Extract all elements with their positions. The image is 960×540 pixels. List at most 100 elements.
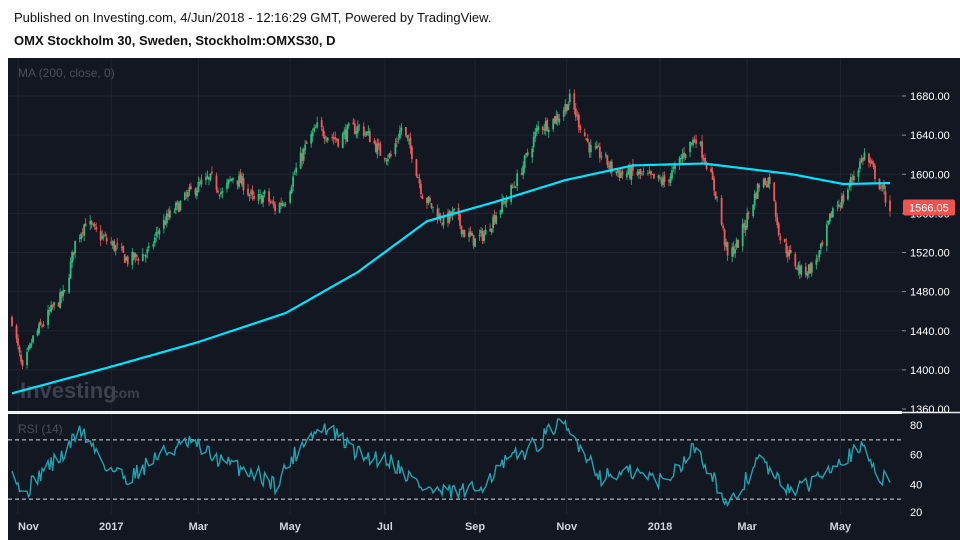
candle bbox=[68, 273, 71, 294]
candle bbox=[311, 128, 314, 143]
candle bbox=[368, 128, 371, 143]
candle bbox=[735, 237, 738, 250]
price-axis[interactable]: 1680.001640.001600.001560.001520.001480.… bbox=[902, 91, 950, 416]
candle bbox=[168, 206, 171, 221]
candle bbox=[113, 239, 116, 252]
candle bbox=[468, 227, 470, 242]
candle bbox=[323, 130, 326, 145]
candle bbox=[89, 215, 92, 231]
candle bbox=[595, 140, 598, 150]
candle bbox=[483, 230, 485, 244]
chart-title: OMX Stockholm 30, Sweden, Stockholm:OMXS… bbox=[14, 33, 336, 48]
candle bbox=[38, 321, 40, 336]
candle bbox=[32, 335, 34, 345]
candle bbox=[836, 200, 839, 212]
candle bbox=[238, 171, 240, 189]
candle bbox=[544, 117, 547, 136]
candle bbox=[448, 209, 451, 225]
candle bbox=[344, 123, 347, 145]
candle bbox=[95, 222, 98, 233]
candle bbox=[726, 241, 729, 261]
candle bbox=[734, 243, 737, 259]
price-tick-label: 1440.00 bbox=[910, 326, 950, 338]
candle bbox=[713, 175, 715, 196]
candle bbox=[758, 182, 761, 192]
candle bbox=[663, 171, 666, 188]
candle bbox=[543, 123, 546, 135]
candle bbox=[555, 110, 558, 125]
candle bbox=[753, 189, 756, 210]
candle bbox=[59, 288, 62, 309]
candle bbox=[880, 182, 882, 192]
time-tick-label: Mar bbox=[737, 521, 757, 533]
candle bbox=[346, 124, 349, 142]
candle bbox=[247, 183, 249, 197]
candle bbox=[460, 225, 463, 238]
candle bbox=[484, 224, 487, 235]
candle bbox=[785, 238, 788, 258]
candle bbox=[840, 192, 843, 209]
candle bbox=[453, 208, 455, 213]
candle bbox=[325, 136, 328, 143]
candle bbox=[253, 191, 255, 201]
price-tick-label: 1480.00 bbox=[910, 287, 950, 299]
candle bbox=[597, 143, 600, 148]
candle bbox=[26, 348, 28, 369]
candle bbox=[659, 174, 661, 181]
candle bbox=[534, 127, 537, 143]
candle bbox=[683, 146, 685, 162]
candle bbox=[394, 138, 397, 157]
candle bbox=[714, 191, 717, 200]
candle bbox=[565, 103, 568, 115]
candle bbox=[469, 226, 472, 238]
candle bbox=[800, 264, 803, 278]
candle bbox=[30, 338, 33, 348]
candle bbox=[776, 213, 779, 229]
candle bbox=[164, 216, 167, 226]
candle bbox=[388, 152, 391, 159]
candle bbox=[206, 170, 209, 180]
candle bbox=[693, 135, 696, 143]
candle bbox=[429, 195, 431, 204]
candle bbox=[815, 254, 818, 270]
candle bbox=[768, 173, 771, 190]
candle bbox=[626, 170, 628, 180]
candle bbox=[47, 304, 49, 329]
candle bbox=[167, 208, 170, 220]
candle bbox=[641, 171, 643, 177]
candle bbox=[668, 179, 670, 187]
candle bbox=[156, 226, 159, 239]
time-axis[interactable]: Nov 2017 Mar May Jul Sep Nov 2018 Mar May bbox=[18, 521, 852, 533]
candle bbox=[638, 168, 640, 179]
candle bbox=[421, 193, 424, 200]
watermark-brand: Investing bbox=[20, 378, 117, 403]
candle bbox=[322, 125, 325, 139]
candle bbox=[842, 190, 845, 205]
candle bbox=[386, 154, 389, 166]
candle bbox=[90, 219, 93, 229]
time-tick-label: May bbox=[279, 521, 301, 533]
candle bbox=[606, 155, 609, 169]
candle bbox=[408, 134, 410, 145]
candle bbox=[541, 125, 544, 135]
candle bbox=[684, 153, 687, 160]
candle bbox=[111, 240, 114, 249]
rsi-axis[interactable]: 80 60 40 20 bbox=[910, 420, 922, 519]
candle bbox=[725, 238, 728, 251]
candle bbox=[474, 238, 476, 248]
candle bbox=[165, 209, 168, 228]
candle bbox=[678, 156, 681, 171]
candle bbox=[404, 126, 407, 138]
candle bbox=[669, 173, 672, 187]
grid-lines bbox=[8, 58, 902, 514]
candle bbox=[162, 214, 165, 234]
time-tick-label: 2017 bbox=[99, 521, 123, 533]
candle bbox=[356, 120, 359, 139]
candle bbox=[262, 191, 264, 208]
candle bbox=[731, 242, 734, 263]
candle bbox=[257, 189, 260, 205]
candle bbox=[42, 321, 45, 328]
candle bbox=[701, 135, 703, 164]
candle bbox=[648, 167, 651, 174]
